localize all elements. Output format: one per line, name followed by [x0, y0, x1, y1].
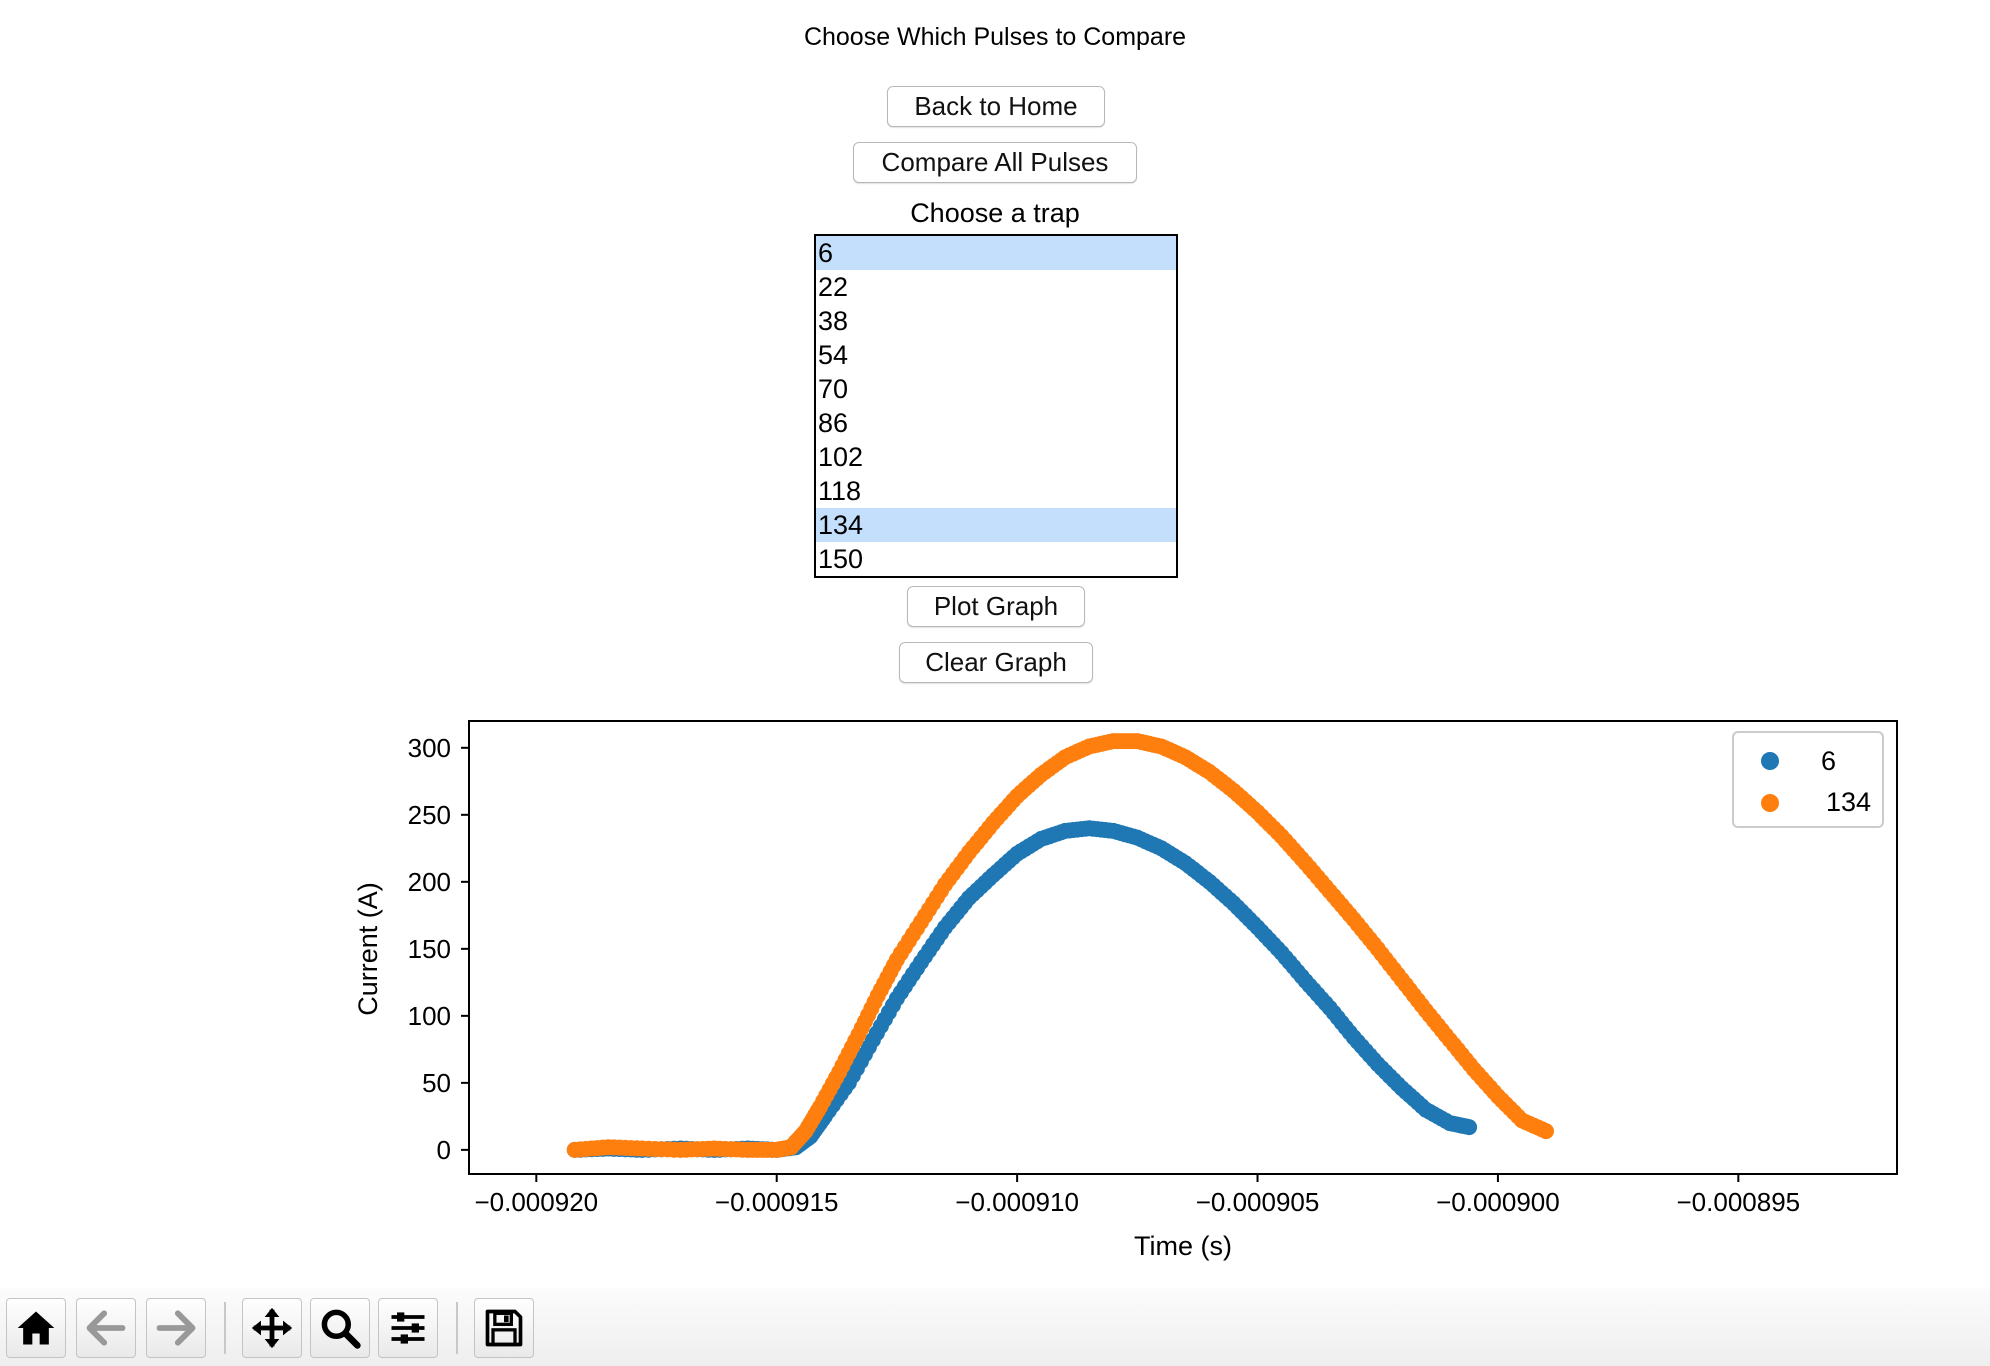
- forward-button[interactable]: [146, 1298, 206, 1358]
- plot-graph-button[interactable]: Plot Graph: [907, 586, 1085, 627]
- y-tick-label: 250: [408, 800, 451, 830]
- save-figure-button[interactable]: [474, 1298, 534, 1358]
- trap-option[interactable]: 6: [816, 236, 1176, 270]
- y-tick-label: 150: [408, 934, 451, 964]
- pan-button[interactable]: [242, 1298, 302, 1358]
- x-tick-label: −0.000900: [1436, 1187, 1560, 1217]
- pulse-comparison-chart[interactable]: −0.000920 −0.000915 −0.000910 −0.000905 −0.0…: [0, 700, 1990, 1280]
- legend-marker-series-2: [1761, 794, 1779, 812]
- y-tick-label: 300: [408, 733, 451, 763]
- compare-all-pulses-button[interactable]: Compare All Pulses: [853, 142, 1137, 183]
- toolbar-separator: [456, 1302, 458, 1354]
- legend-label-series-1: 6: [1821, 746, 1836, 776]
- trap-option[interactable]: 86: [818, 408, 849, 438]
- configure-subplots-button[interactable]: [378, 1298, 438, 1358]
- back-arrow-icon: [86, 1310, 126, 1346]
- x-tick-label: −0.000905: [1196, 1187, 1320, 1217]
- pan-icon: [251, 1307, 293, 1349]
- zoom-icon: [321, 1309, 361, 1349]
- x-axis-label: Time (s): [1134, 1231, 1232, 1261]
- trap-option[interactable]: 22: [818, 272, 849, 302]
- clear-graph-button[interactable]: Clear Graph: [899, 642, 1093, 683]
- y-axis-label: Current (A): [353, 882, 383, 1016]
- home-icon: [17, 1311, 55, 1345]
- zoom-button[interactable]: [310, 1298, 370, 1358]
- trap-label: Choose a trap: [910, 198, 1080, 228]
- back-button[interactable]: [76, 1298, 136, 1358]
- chart-legend: 6 134: [1732, 731, 1884, 828]
- data-point: [1538, 1123, 1554, 1140]
- series-2-points: [566, 733, 1554, 1158]
- trap-option[interactable]: 102: [818, 442, 864, 472]
- trap-listbox[interactable]: 6 22 38 54 70 86 102 118 134 150: [814, 234, 1178, 578]
- forward-arrow-icon: [156, 1310, 196, 1346]
- home-button[interactable]: [6, 1298, 66, 1358]
- trap-option[interactable]: 134: [816, 508, 1176, 542]
- trap-option[interactable]: 54: [818, 340, 849, 370]
- plot-frame: [468, 720, 1898, 1175]
- trap-option[interactable]: 150: [818, 544, 864, 574]
- data-point: [1461, 1119, 1478, 1136]
- x-tick-label: −0.000915: [715, 1187, 839, 1217]
- y-tick-label: 200: [408, 867, 451, 897]
- trap-option[interactable]: 38: [818, 306, 849, 336]
- back-to-home-button[interactable]: Back to Home: [887, 86, 1105, 127]
- page-title: Choose Which Pulses to Compare: [803, 23, 1187, 51]
- y-tick-label: 50: [422, 1068, 451, 1098]
- trap-option[interactable]: 70: [818, 374, 849, 404]
- subplots-icon: [391, 1312, 425, 1344]
- y-tick-label: 0: [437, 1135, 451, 1165]
- x-tick-label: −0.000910: [955, 1187, 1079, 1217]
- trap-option[interactable]: 118: [818, 476, 862, 506]
- matplotlib-toolbar: [0, 1288, 1990, 1366]
- toolbar-separator: [224, 1302, 226, 1354]
- y-tick-label: 100: [408, 1001, 451, 1031]
- x-tick-label: −0.000920: [474, 1187, 598, 1217]
- legend-label-series-2: 134: [1826, 787, 1871, 817]
- series-1-points: [566, 820, 1478, 1158]
- legend-marker-series-1: [1761, 752, 1779, 770]
- save-icon: [485, 1309, 523, 1347]
- x-tick-label: −0.000895: [1677, 1187, 1801, 1217]
